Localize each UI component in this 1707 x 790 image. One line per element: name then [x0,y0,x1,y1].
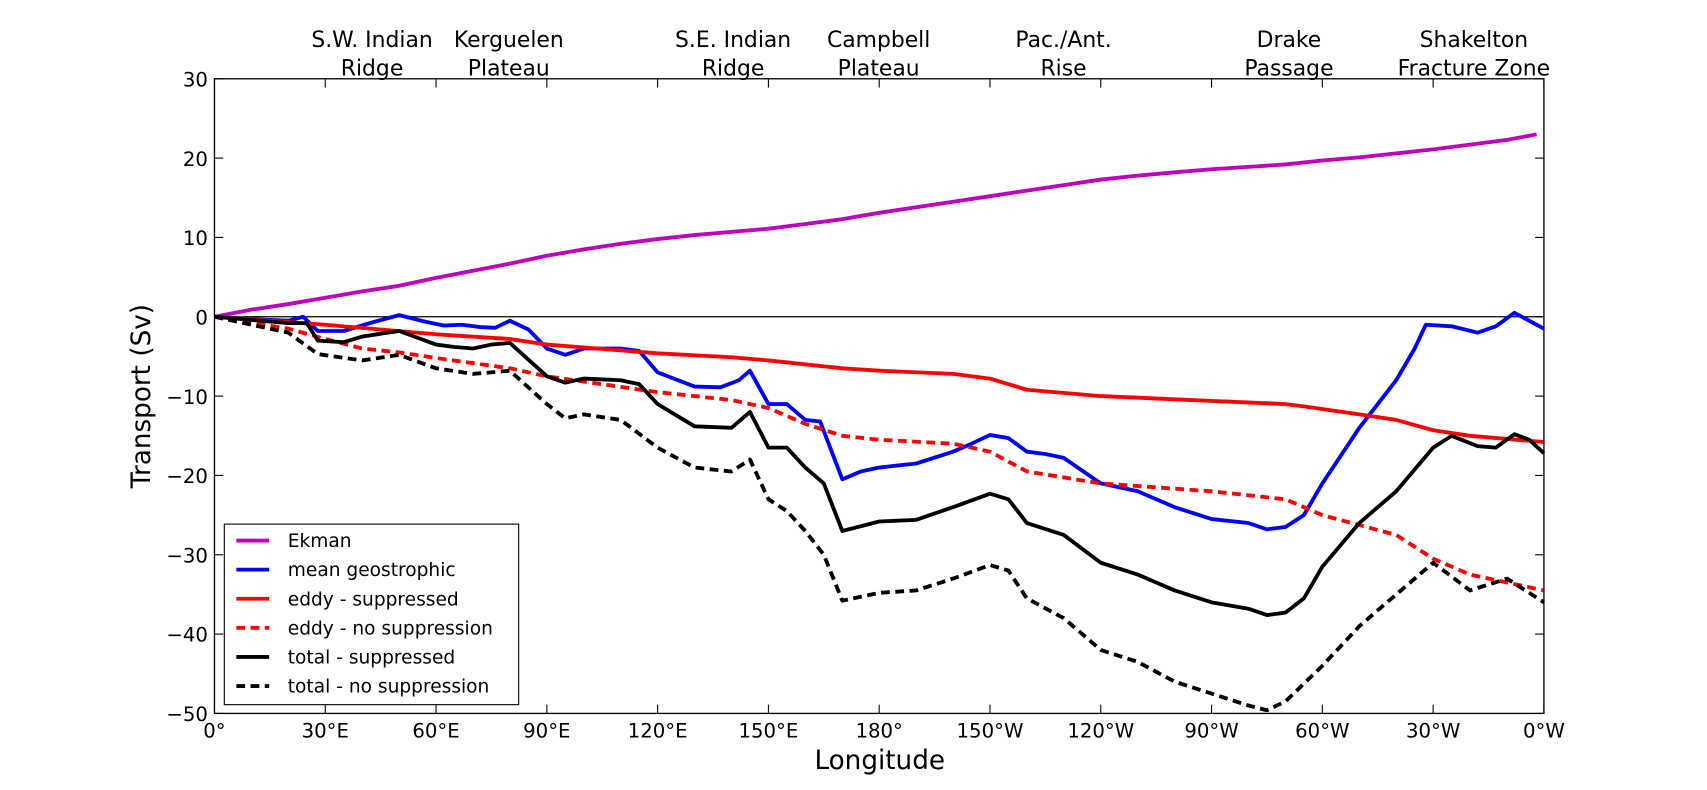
legend-label: eddy - no suppression [288,618,493,639]
region-label: Drake [1257,28,1322,53]
region-label: Campbell [827,28,930,53]
region-label: S.W. Indian [311,28,432,53]
y-tick-label: 30 [183,68,208,91]
region-label: Plateau [838,56,920,81]
x-tick-label: 180° [855,719,902,742]
series-line [214,310,1545,532]
region-label: Pac./Ant. [1015,28,1111,53]
x-tick-label: 90°W [1184,719,1238,742]
region-label: Kerguelen [454,28,564,53]
legend-label: Ekman [288,531,352,552]
x-tick-label: 60°E [412,719,459,742]
x-tick-label: 0° [203,719,225,742]
legend-label: total - suppressed [288,648,455,669]
x-tick-label: 60°W [1295,719,1349,742]
x-tick-label: 150°W [957,719,1024,742]
x-tick-label: 0°W [1523,719,1565,742]
y-tick-label: −20 [166,465,208,488]
x-axis-label: Longitude [814,746,945,776]
legend-box [223,523,520,706]
legend-label: total - no suppression [288,677,490,698]
region-label: Passage [1244,56,1333,81]
region-label: Rise [1040,56,1086,81]
legend-label: eddy - suppressed [288,589,459,610]
region-label: Plateau [468,56,550,81]
y-tick-label: 10 [183,227,208,250]
y-tick-label: −50 [166,703,208,726]
plot-frame [213,78,1545,715]
x-tick-label: 30°E [302,719,349,742]
y-tick-label: 0 [195,306,208,329]
x-tick-label: 30°W [1406,719,1460,742]
y-tick-label: −30 [166,544,208,567]
region-label: Fracture Zone [1398,56,1550,81]
series-line [214,132,1537,319]
legend-label: mean geostrophic [288,560,456,581]
region-label: Ridge [702,56,765,81]
series-line [214,314,1545,444]
y-tick-label: 20 [183,148,208,171]
series-line [214,314,1545,713]
x-tick-label: 150°E [738,719,798,742]
y-tick-label: −40 [166,624,208,647]
series-line [214,314,1545,593]
x-tick-label: 90°E [523,719,570,742]
region-label: Shakelton [1420,28,1528,53]
y-axis-label: Transport (Sv) [127,304,157,489]
region-label: S.E. Indian [675,28,791,53]
x-tick-label: 120°E [628,719,688,742]
series-line [214,314,1546,617]
region-label: Ridge [341,56,404,81]
x-tick-label: 120°W [1067,719,1134,742]
y-tick-label: −10 [166,386,208,409]
